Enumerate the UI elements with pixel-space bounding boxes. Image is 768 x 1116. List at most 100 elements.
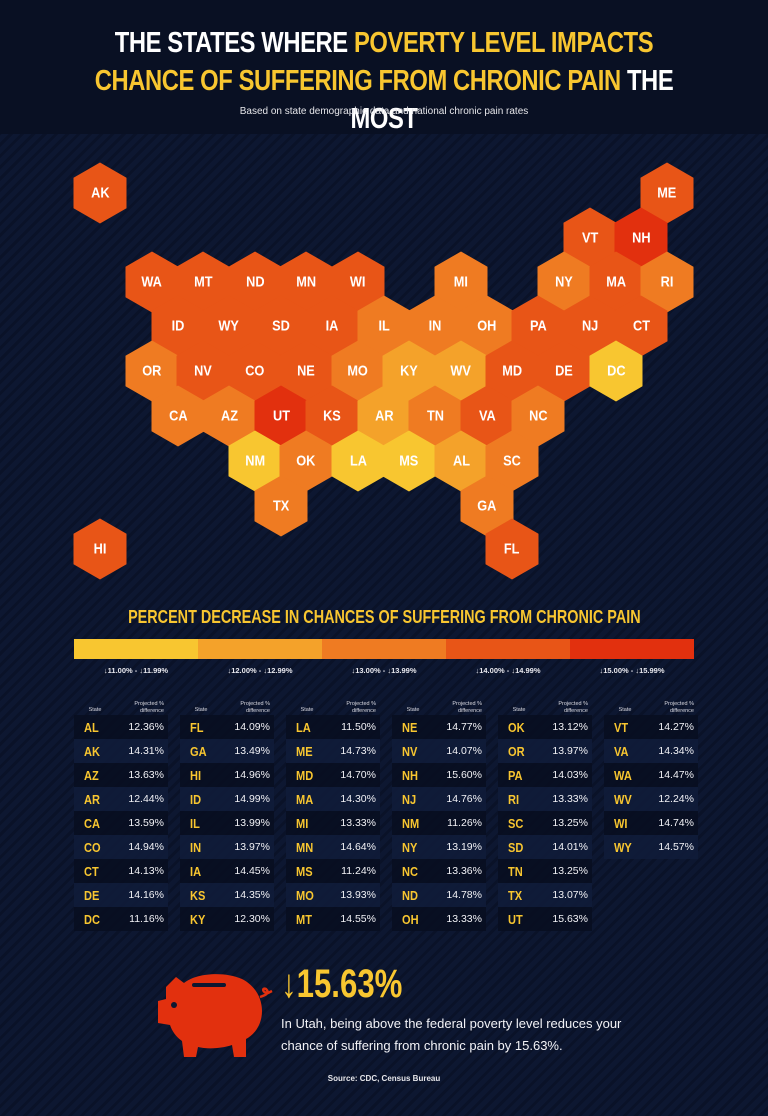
legend-label-1: ↓11.00% - ↓11.99% xyxy=(103,666,169,675)
hex-state-label: WI xyxy=(350,273,366,291)
table-row: CT 14.13% xyxy=(74,859,168,883)
percent-value: 12.24% xyxy=(658,793,694,805)
hex-state-label: MD xyxy=(502,362,522,380)
table-row: WV 12.24% xyxy=(604,787,698,811)
header-state: State xyxy=(88,707,102,713)
state-code: PA xyxy=(508,767,523,783)
percent-value: 14.94% xyxy=(128,841,164,853)
hex-state-label: DC xyxy=(606,362,626,380)
state-code: MT xyxy=(296,911,312,927)
title-highlight-part: POVERTY LEVEL IMPACTS xyxy=(353,27,654,59)
percent-value: 15.63% xyxy=(552,913,588,925)
state-code: KY xyxy=(190,911,206,927)
title-highlight-part: CHANCE OF SUFFERING FROM CHRONIC PAIN xyxy=(94,65,621,97)
header-state: State xyxy=(512,707,526,713)
percent-value: 13.93% xyxy=(340,889,376,901)
table-row: NH 15.60% xyxy=(392,763,486,787)
header-value: Projected % difference xyxy=(134,701,164,714)
state-code: SC xyxy=(508,815,524,831)
subtitle: Based on state demographic data and nati… xyxy=(239,106,529,117)
percent-value: 13.25% xyxy=(552,865,588,877)
table-row: NE 14.77% xyxy=(392,715,486,739)
percent-value: 13.63% xyxy=(128,769,164,781)
table-column-4: State Projected % difference NE 14.77% NV 14.0… xyxy=(392,695,486,931)
legend-swatch-5 xyxy=(570,639,694,659)
table-row: CA 13.59% xyxy=(74,811,168,835)
percent-value: 13.49% xyxy=(234,745,270,757)
state-code: NJ xyxy=(402,791,417,807)
table-header: State Projected % difference xyxy=(392,695,486,715)
percent-value: 13.33% xyxy=(340,817,376,829)
state-code: RI xyxy=(508,791,520,807)
state-code: AR xyxy=(84,791,100,807)
percent-value: 14.64% xyxy=(340,841,376,853)
hex-state-label: WA xyxy=(141,273,163,291)
hex-state-label: MA xyxy=(606,273,626,291)
hex-state-label: AR xyxy=(374,407,394,425)
hex-state-label: SC xyxy=(503,452,521,470)
hex-state-fl: FL xyxy=(485,518,539,580)
percent-value: 14.16% xyxy=(128,889,164,901)
table-row: NC 13.36% xyxy=(392,859,486,883)
state-code: AK xyxy=(84,743,100,759)
table-row: IA 14.45% xyxy=(180,859,274,883)
legend-title-text: PERCENT DECREASE IN CHANCES OF SUFFERING… xyxy=(127,607,641,627)
percent-value: 14.01% xyxy=(552,841,588,853)
percent-value: 14.96% xyxy=(234,769,270,781)
percent-value: 14.09% xyxy=(234,721,270,733)
table-row: HI 14.96% xyxy=(180,763,274,787)
title-line-1: THE STATES WHERE POVERTY LEVEL IMPACTS xyxy=(69,24,699,62)
state-code: IL xyxy=(190,815,200,831)
hex-state-label: CT xyxy=(632,317,650,335)
hex-state-label: AK xyxy=(90,184,110,202)
source-note: Source: CDC, Census Bureau xyxy=(327,1074,441,1083)
percent-value: 14.78% xyxy=(446,889,482,901)
percent-value: 14.73% xyxy=(340,745,376,757)
hex-state-label: LA xyxy=(349,452,367,470)
state-code: CO xyxy=(84,839,101,855)
percent-value: 14.34% xyxy=(658,745,694,757)
title-line-2: CHANCE OF SUFFERING FROM CHRONIC PAIN TH… xyxy=(69,62,699,138)
table-row: MA 14.30% xyxy=(286,787,380,811)
hex-state-label: RI xyxy=(660,273,674,291)
table-header: State Projected % difference xyxy=(286,695,380,715)
state-code: MA xyxy=(296,791,314,807)
percent-value: 14.47% xyxy=(658,769,694,781)
table-row: WA 14.47% xyxy=(604,763,698,787)
table-row: IN 13.97% xyxy=(180,835,274,859)
percent-value: 13.36% xyxy=(446,865,482,877)
state-code: DE xyxy=(84,887,100,903)
legend-swatch-2 xyxy=(198,639,322,659)
percent-value: 14.74% xyxy=(658,817,694,829)
table-row: AL 12.36% xyxy=(74,715,168,739)
percent-value: 14.07% xyxy=(446,745,482,757)
hex-state-label: HI xyxy=(93,540,107,558)
callout-text: In Utah, being above the federal poverty… xyxy=(281,1016,622,1053)
percent-value: 13.99% xyxy=(234,817,270,829)
header-state: State xyxy=(618,707,632,713)
state-code: CT xyxy=(84,863,99,879)
header-state: State xyxy=(300,707,314,713)
hex-state-label: UT xyxy=(272,407,290,425)
legend-label-4: ↓14.00% - ↓14.99% xyxy=(475,666,541,675)
state-code: VA xyxy=(614,743,629,759)
hex-state-label: OK xyxy=(296,452,316,470)
percent-value: 14.03% xyxy=(552,769,588,781)
percent-value: 14.76% xyxy=(446,793,482,805)
table-row: GA 13.49% xyxy=(180,739,274,763)
percent-value: 13.25% xyxy=(552,817,588,829)
hex-state-label: MS xyxy=(399,452,419,470)
percent-value: 11.50% xyxy=(341,721,376,733)
state-code: ND xyxy=(402,887,418,903)
table-row: NM 11.26% xyxy=(392,811,486,835)
table-row: ND 14.78% xyxy=(392,883,486,907)
table-row: WY 14.57% xyxy=(604,835,698,859)
legend-label-5: ↓15.00% - ↓15.99% xyxy=(599,666,665,675)
legend-swatch-1 xyxy=(74,639,198,659)
hex-state-label: DE xyxy=(555,362,573,380)
header-state: State xyxy=(406,707,420,713)
percent-value: 11.26% xyxy=(447,817,482,829)
hex-state-label: ND xyxy=(245,273,265,291)
percent-value: 13.59% xyxy=(128,817,164,829)
legend-color-bar xyxy=(74,639,694,659)
